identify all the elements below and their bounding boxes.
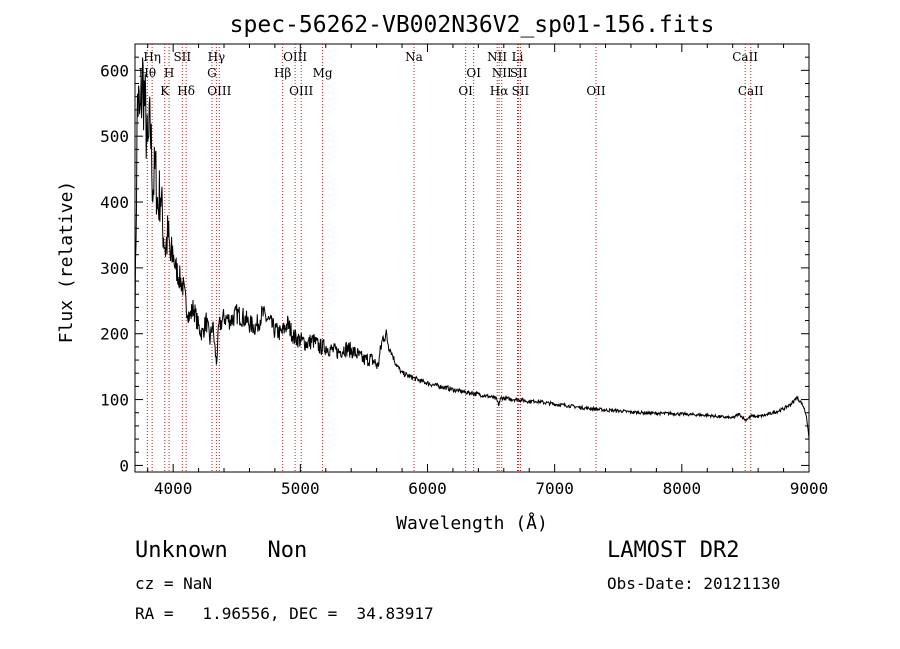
line-label: Hβ: [274, 66, 291, 80]
line-label: CaII: [738, 84, 764, 98]
line-label: Hγ: [208, 50, 226, 64]
line-label: OI: [466, 66, 481, 80]
x-axis-label: Wavelength (Å): [396, 512, 548, 534]
line-label: Li: [512, 50, 524, 64]
x-tick-label: 5000: [281, 479, 320, 498]
obs-date: Obs-Date: 20121130: [607, 574, 781, 593]
y-tick-label: 500: [100, 127, 129, 146]
line-label: H: [164, 66, 174, 80]
coordinates: RA = 1.96556, DEC = 34.83917: [135, 604, 434, 623]
line-label: NII: [487, 50, 507, 64]
x-tick-label: 6000: [408, 479, 447, 498]
cz-value: cz = NaN: [135, 574, 213, 593]
chart-title: spec-56262-VB002N36V2_sp01-156.fits: [230, 12, 715, 38]
y-tick-label: 200: [100, 325, 129, 344]
line-label: OII: [586, 84, 606, 98]
line-label: K: [160, 84, 170, 98]
line-label: CaII: [732, 50, 758, 64]
line-label: OIII: [207, 84, 231, 98]
x-axis-ticks: 4000 5000 6000 7000 8000 9000: [147, 44, 829, 498]
line-label: Mg: [313, 66, 333, 80]
line-label: Na: [405, 50, 423, 64]
y-tick-label: 300: [100, 259, 129, 278]
line-label: SII: [173, 50, 191, 64]
emission-line-markers: [146, 44, 752, 472]
x-tick-label: 7000: [535, 479, 574, 498]
x-tick-label: 8000: [663, 479, 702, 498]
line-label: SII: [510, 66, 528, 80]
y-axis-ticks: 0 100 200 300 400 500 600: [100, 56, 809, 475]
line-label: Hα: [490, 84, 509, 98]
x-tick-label: 9000: [790, 479, 829, 498]
y-tick-label: 0: [119, 456, 129, 475]
line-label: Hη: [143, 50, 161, 64]
y-tick-label: 600: [100, 61, 129, 80]
line-label: SII: [512, 84, 530, 98]
line-label: G: [207, 66, 217, 80]
emission-line-labels: HηHθKHSIIHδHγGOIIIHβOIIIOIIIMgNaOIOINIIH…: [138, 50, 763, 98]
spectrum-line: [134, 57, 810, 440]
object-name: Unknown Non: [135, 538, 308, 563]
plot-frame: [134, 43, 810, 473]
x-tick-label: 4000: [154, 479, 193, 498]
y-tick-label: 400: [100, 193, 129, 212]
y-axis-label: Flux (relative): [56, 181, 77, 344]
line-label: OI: [458, 84, 473, 98]
line-label: Hδ: [177, 84, 195, 98]
line-label: NII: [492, 66, 512, 80]
y-tick-label: 100: [100, 391, 129, 410]
line-label: OIII: [283, 50, 307, 64]
line-label: OIII: [289, 84, 313, 98]
survey-name: LAMOST DR2: [607, 538, 740, 563]
